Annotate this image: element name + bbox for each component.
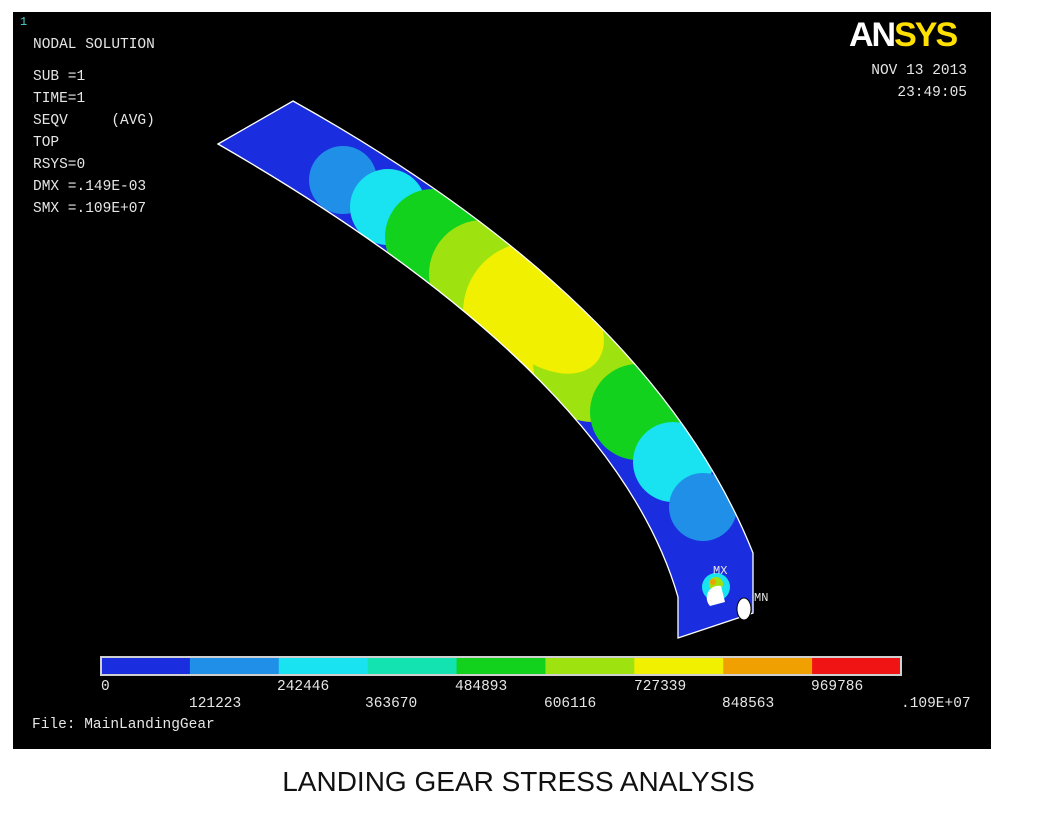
contour-band (669, 473, 737, 541)
file-label: File: MainLandingGear (32, 717, 215, 733)
legend-label: 727339 (634, 679, 687, 695)
legend-label: 363670 (365, 696, 418, 712)
info-line: TOP (33, 135, 60, 151)
info-line: RSYS=0 (33, 157, 86, 173)
contour-band (218, 101, 753, 638)
legend-swatch (278, 657, 369, 675)
legend-swatch (367, 657, 458, 675)
legend-swatch (723, 657, 813, 675)
legend-label: 242446 (277, 679, 330, 695)
beam-outline (216, 100, 754, 639)
legend-label: 606116 (544, 696, 597, 712)
info-line: SMX =.109E+07 (33, 201, 147, 217)
legend-swatch (634, 657, 724, 675)
max-marker: MX (713, 564, 728, 578)
legend-swatch (456, 657, 546, 675)
stress-contour-plot (100, 100, 902, 676)
legend-label: 484893 (455, 679, 508, 695)
page-caption: LANDING GEAR STRESS ANALYSIS (282, 766, 755, 797)
date-stamp: NOV 13 2013 (871, 63, 967, 79)
legend-label: 121223 (189, 696, 242, 712)
info-line: SEQV (AVG) (33, 113, 155, 129)
color-legend-bar (101, 657, 902, 675)
legend-swatch (545, 657, 635, 675)
legend-frame (100, 656, 902, 676)
hole-cutout (706, 585, 725, 606)
pin-hole (736, 597, 752, 621)
legend-label: .109E+07 (901, 696, 971, 712)
info-line: TIME=1 (33, 91, 86, 107)
ansys-logo: ANSYS (849, 16, 958, 54)
info-line: DMX =.149E-03 (33, 179, 147, 195)
legend-swatch (189, 657, 280, 675)
contour-band (710, 579, 716, 585)
time-stamp: 23:49:05 (897, 85, 967, 101)
legend-swatch (812, 657, 902, 675)
info-line: SUB =1 (33, 69, 86, 85)
legend-swatch (101, 657, 191, 675)
legend-label: 969786 (811, 679, 864, 695)
legend-label: 848563 (722, 696, 775, 712)
info-line: NODAL SOLUTION (33, 37, 155, 53)
min-marker: MN (754, 591, 769, 605)
legend-label: 0 (101, 679, 110, 695)
window-number: 1 (20, 15, 28, 29)
stress-contour-bands (218, 101, 753, 638)
graphics-viewport[interactable]: 1 NODAL SOLUTION SUB =1 TIME=1 SEQV (AVG… (13, 12, 991, 749)
